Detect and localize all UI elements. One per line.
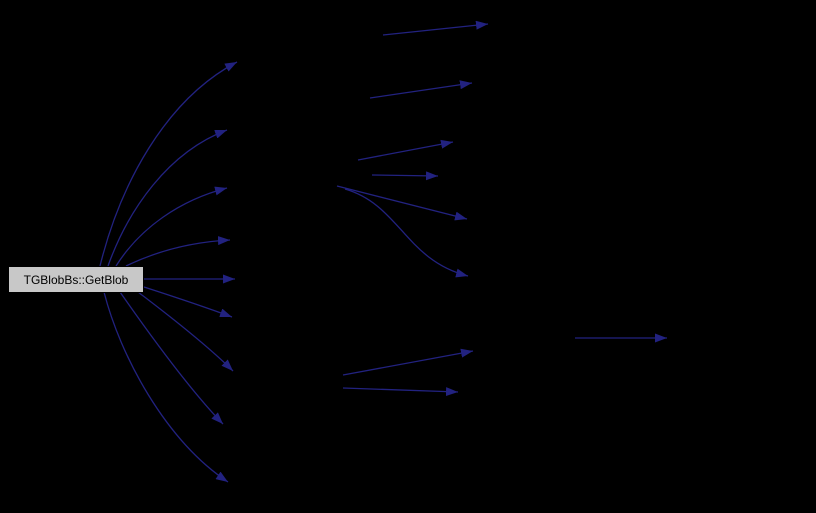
graph-edge-root-out-6	[143, 286, 233, 318]
graph-edges-group	[99, 20, 667, 483]
graph-edge-level2-out-2	[369, 80, 473, 99]
graph-edge-level2-out-1	[382, 20, 489, 36]
graph-edge-level2-out-7	[342, 348, 474, 376]
graph-edge-root-out-8	[119, 291, 224, 425]
graph-edge-root-out-1	[99, 61, 238, 267]
graph-edge-root-out-7	[137, 291, 234, 372]
graph-edge-level2-out-3	[357, 139, 454, 161]
graph-edge-root-out-9	[103, 291, 229, 483]
graph-edge-root-out-4	[125, 236, 231, 267]
node-tgblobbs-getblob[interactable]: TGBlobBs::GetBlob	[8, 266, 144, 293]
graph-edge-level2-out-4	[371, 171, 439, 181]
graph-edge-level2-out-5	[336, 185, 468, 221]
node-label: TGBlobBs::GetBlob	[23, 272, 129, 287]
graph-edge-level2-out-6	[344, 188, 469, 278]
graph-edge-root-out-3	[115, 186, 228, 267]
graph-edge-root-out-2	[107, 129, 228, 267]
graph-edge-level2-out-8	[342, 387, 459, 397]
